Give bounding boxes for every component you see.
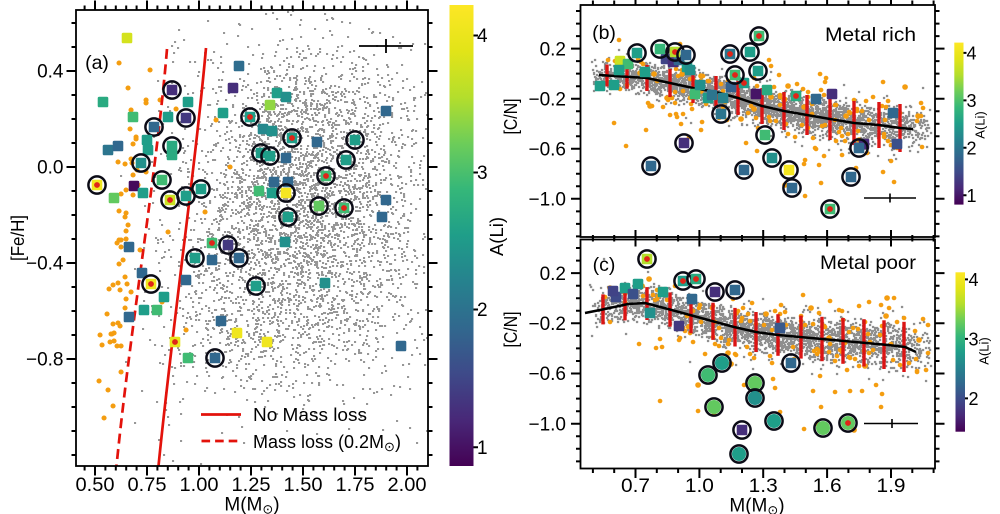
svg-text:1.25: 1.25 [232,475,271,496]
svg-text:0.7: 0.7 [621,476,650,497]
svg-text:2: 2 [969,389,979,409]
svg-text:(b): (b) [592,22,616,44]
svg-text:−0.6: −0.6 [528,140,566,161]
svg-text:1.6: 1.6 [813,476,842,497]
svg-text:0.2: 0.2 [540,39,566,60]
svg-text:[C/N]: [C/N] [501,99,521,135]
svg-text:[C/N]: [C/N] [501,312,521,348]
svg-text:−0.6: −0.6 [528,364,566,385]
svg-text:[Fe/H]: [Fe/H] [8,215,28,261]
svg-text:1: 1 [477,438,488,459]
svg-text:Metal poor: Metal poor [820,252,917,274]
svg-text:(c): (c) [593,254,616,276]
svg-text:−0.4: −0.4 [26,254,64,275]
svg-text:0.0: 0.0 [37,158,63,179]
svg-text:3: 3 [477,163,488,184]
svg-text:−0.2: −0.2 [528,314,566,335]
svg-text:2.00: 2.00 [388,475,427,496]
svg-text:Metal rich: Metal rich [825,24,916,46]
svg-text:0.4: 0.4 [37,62,64,83]
svg-text:A(Li): A(Li) [973,111,988,138]
svg-text:0.2: 0.2 [540,264,566,285]
svg-text:0.75: 0.75 [128,475,167,496]
svg-text:A(Li): A(Li) [486,217,507,256]
svg-text:3: 3 [967,91,977,111]
svg-text:(a): (a) [85,52,109,74]
svg-text:−0.2: −0.2 [528,89,566,110]
svg-text:1.0: 1.0 [685,476,714,497]
svg-text:2: 2 [477,300,488,321]
svg-text:2: 2 [967,138,977,158]
svg-text:1.75: 1.75 [336,475,375,496]
svg-text:1.50: 1.50 [284,475,323,496]
svg-text:4: 4 [969,270,979,290]
svg-text:1.9: 1.9 [877,476,906,497]
svg-text:−1.0: −1.0 [528,414,566,435]
svg-text:No Mass loss: No Mass loss [253,405,367,425]
svg-text:4: 4 [967,43,977,63]
svg-text:−0.8: −0.8 [26,350,64,371]
svg-text:1.00: 1.00 [180,475,219,496]
svg-text:1.3: 1.3 [749,476,778,497]
svg-text:1: 1 [967,186,977,206]
svg-text:3: 3 [969,329,979,349]
svg-text:Mass loss (0.2M⊙): Mass loss (0.2M⊙) [253,432,401,454]
svg-text:4: 4 [477,26,488,47]
svg-text:0.50: 0.50 [76,475,115,496]
svg-text:−1.0: −1.0 [528,190,566,211]
svg-text:A(Li): A(Li) [977,337,992,364]
